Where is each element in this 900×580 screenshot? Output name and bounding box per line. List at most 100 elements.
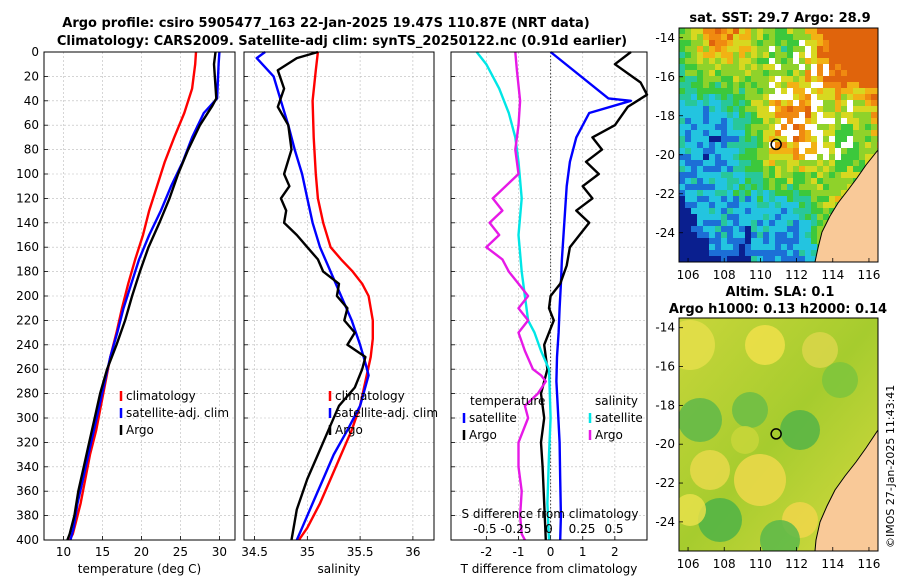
sst-cell: [871, 52, 877, 58]
sst-cell: [823, 130, 829, 136]
sst-cell: [679, 94, 685, 100]
sst-cell: [751, 100, 757, 106]
sst-cell: [871, 100, 877, 106]
figure-title-line1: Argo profile: csiro 5905477_163 22-Jan-2…: [62, 16, 589, 31]
sst-cell: [721, 88, 727, 94]
sla-map-subtitle: Argo h1000: 0.13 h2000: 0.14: [669, 302, 887, 317]
sst-cell: [769, 118, 775, 124]
sst-cell: [817, 88, 823, 94]
sst-cell: [781, 76, 787, 82]
sst-cell: [853, 64, 859, 70]
sst-cell: [847, 28, 853, 34]
sst-cell: [787, 256, 793, 262]
sst-cell: [787, 52, 793, 58]
sst-cell: [769, 58, 775, 64]
sst-cell: [697, 136, 703, 142]
sst-cell: [709, 202, 715, 208]
sst-cell: [715, 256, 721, 262]
series-line-argo: [66, 51, 218, 541]
sst-cell: [757, 28, 763, 34]
sst-cell: [817, 124, 823, 130]
sst-cell: [703, 106, 709, 112]
sst-cell: [733, 178, 739, 184]
sst-cell: [721, 202, 727, 208]
sst-cell: [811, 130, 817, 136]
sst-cell: [691, 46, 697, 52]
sst-cell: [763, 46, 769, 52]
sst-cell: [859, 142, 865, 148]
sst-cell: [697, 256, 703, 262]
sst-cell: [691, 112, 697, 118]
sst-cell: [817, 70, 823, 76]
legend-label: climatology: [126, 389, 196, 403]
sst-cell: [709, 196, 715, 202]
sst-cell: [865, 118, 871, 124]
sst-cell: [829, 178, 835, 184]
sst-cell: [685, 220, 691, 226]
sst-cell: [829, 64, 835, 70]
sst-cell: [703, 202, 709, 208]
sst-cell: [733, 118, 739, 124]
sst-cell: [727, 58, 733, 64]
sst-cell: [715, 250, 721, 256]
map-lat-tick-label: -18: [655, 109, 675, 123]
sst-cell: [757, 172, 763, 178]
sst-cell: [781, 166, 787, 172]
sst-cell: [769, 160, 775, 166]
sst-cell: [823, 88, 829, 94]
sst-cell: [781, 250, 787, 256]
sst-cell: [745, 202, 751, 208]
x-tick-label: 35.5: [347, 545, 374, 559]
sst-cell: [685, 208, 691, 214]
sst-cell: [739, 160, 745, 166]
sst-cell: [739, 208, 745, 214]
sst-cell: [859, 160, 865, 166]
sst-cell: [685, 142, 691, 148]
x-tick-label: 15: [95, 545, 110, 559]
sst-cell: [745, 214, 751, 220]
sst-cell: [721, 148, 727, 154]
sst-cell: [721, 46, 727, 52]
sst-cell: [721, 76, 727, 82]
sst-cell: [859, 124, 865, 130]
sst-cell: [733, 154, 739, 160]
sst-cell: [721, 136, 727, 142]
sst-cell: [859, 100, 865, 106]
y-tick-label: 260: [16, 362, 39, 376]
sst-cell: [787, 208, 793, 214]
sst-cell: [691, 244, 697, 250]
sst-cell: [769, 142, 775, 148]
sst-cell: [769, 226, 775, 232]
sst-cell: [799, 130, 805, 136]
sst-cell: [715, 40, 721, 46]
sst-cell: [703, 136, 709, 142]
sst-cell: [763, 250, 769, 256]
sst-cell: [817, 190, 823, 196]
sst-cell: [811, 100, 817, 106]
sst-cell: [745, 256, 751, 262]
sst-cell: [733, 226, 739, 232]
sst-cell: [685, 154, 691, 160]
sst-cell: [805, 40, 811, 46]
series-line-s-satellite: [475, 51, 552, 541]
sst-cell: [757, 214, 763, 220]
sst-cell: [685, 238, 691, 244]
sst-cell: [847, 154, 853, 160]
sst-cell: [787, 226, 793, 232]
sst-cell: [709, 118, 715, 124]
sst-cell: [847, 70, 853, 76]
sst-cell: [685, 82, 691, 88]
sst-cell: [835, 46, 841, 52]
sla-anomaly-blob: [679, 494, 706, 526]
sst-cell: [835, 172, 841, 178]
sst-cell: [769, 40, 775, 46]
sst-cell: [709, 124, 715, 130]
sst-cell: [781, 184, 787, 190]
map-lon-tick-label: 112: [785, 268, 808, 282]
sst-cell: [721, 208, 727, 214]
salinity-panel: 34.5 35 35.5 36 salinity climatology satellite…: [241, 50, 438, 576]
salinity-tick-label: 0.25: [569, 522, 596, 536]
sst-cell: [763, 238, 769, 244]
sst-cell: [817, 226, 823, 232]
sst-cell: [739, 226, 745, 232]
